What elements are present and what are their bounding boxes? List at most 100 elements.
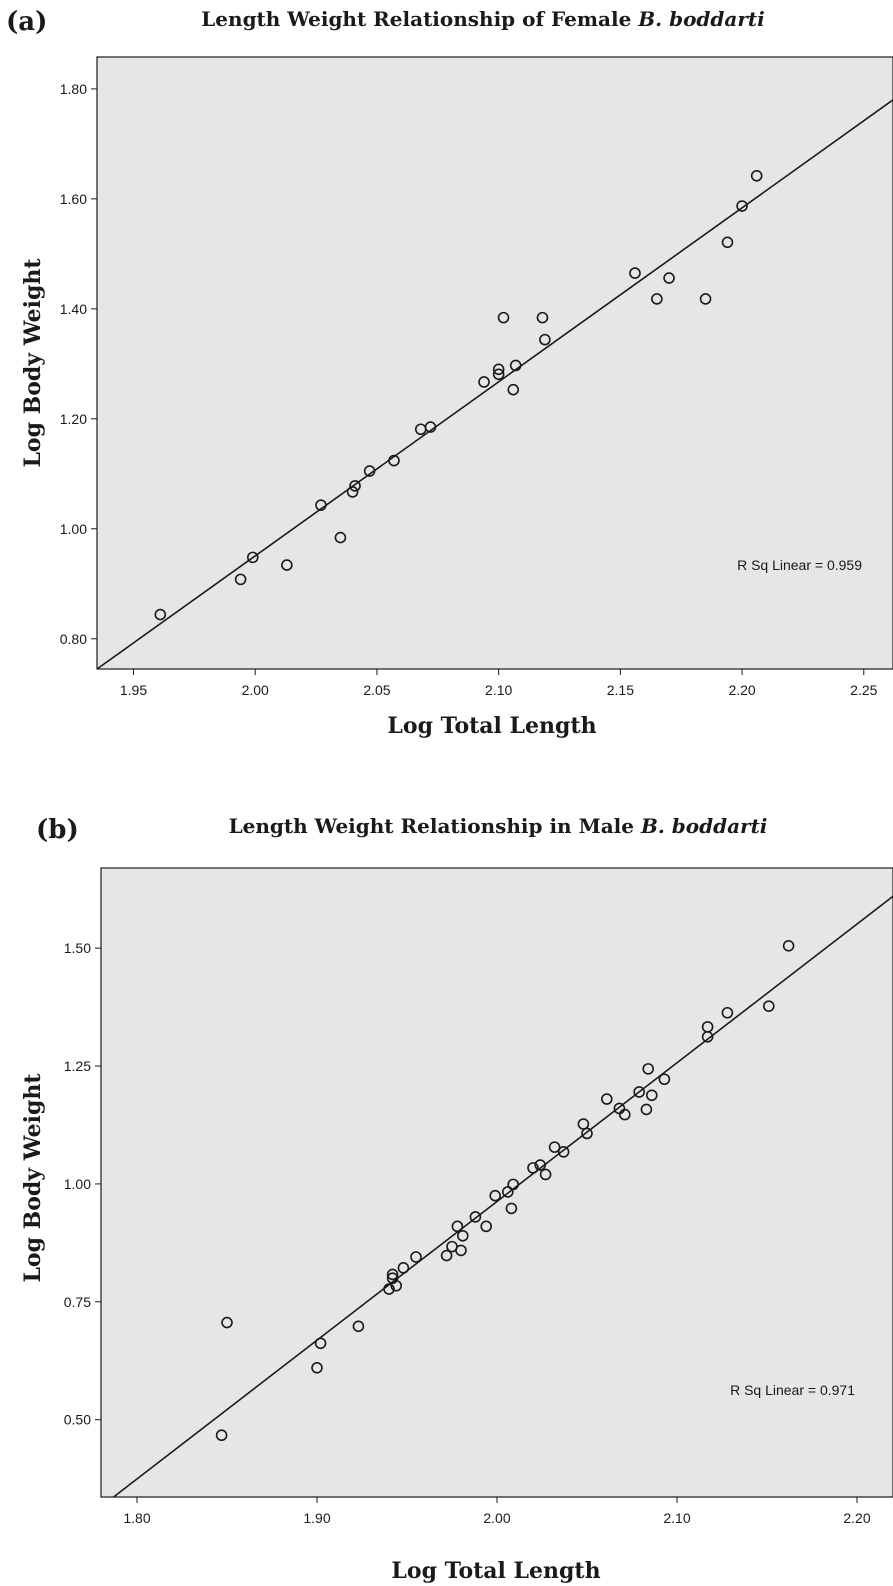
- panel-b-x-axis-label: Log Total Length: [391, 1558, 600, 1584]
- data-point: [363, 465, 376, 477]
- panel-a-letter: (a): [6, 7, 47, 37]
- x-tick-label: 2.15: [607, 682, 634, 698]
- data-point: [782, 939, 795, 952]
- data-point: [762, 1000, 775, 1012]
- x-tick-label: 1.95: [120, 682, 147, 698]
- data-point: [618, 1108, 631, 1121]
- data-point: [390, 1279, 403, 1292]
- data-point: [314, 1337, 327, 1350]
- data-point: [581, 1127, 593, 1140]
- panel-a-rsq-annotation: R Sq Linear = 0.959: [737, 557, 862, 573]
- y-tick-label: 1.50: [64, 940, 91, 956]
- data-point: [640, 1103, 653, 1116]
- x-tick-label: 2.05: [363, 682, 390, 698]
- data-point: [721, 1006, 734, 1019]
- panel-b-plot-area: [100, 867, 893, 1498]
- data-point: [645, 1089, 658, 1102]
- x-tick-label: 2.10: [663, 1510, 690, 1526]
- data-point: [352, 1320, 365, 1333]
- x-tick-label: 1.80: [123, 1510, 150, 1526]
- y-tick-label: 1.40: [60, 301, 87, 317]
- x-tick-label: 2.25: [850, 682, 877, 698]
- panel-a-x-axis-label: Log Total Length: [387, 713, 596, 739]
- x-tick-label: 2.20: [843, 1510, 870, 1526]
- data-point: [311, 1362, 323, 1374]
- panel-b-title: Length Weight Relationship in Male B. bo…: [229, 814, 768, 838]
- data-point: [388, 454, 400, 467]
- panel-b-fit-line: [113, 895, 893, 1498]
- data-point: [489, 1189, 502, 1202]
- panel-b-points: [215, 939, 795, 1442]
- data-point: [651, 293, 663, 305]
- panel-a-plot-area: [96, 56, 893, 670]
- panel-b-x-ticks: 1.80 1.90 2.00 2.10 2.20: [123, 1497, 871, 1526]
- y-tick-label: 0.75: [64, 1294, 91, 1310]
- data-point: [557, 1146, 570, 1158]
- panel-a-y-axis-label: Log Body Weight: [20, 258, 46, 468]
- data-point: [397, 1262, 410, 1274]
- data-point: [492, 363, 505, 376]
- y-tick-label: 1.60: [60, 191, 87, 207]
- data-point: [663, 272, 675, 284]
- data-point: [539, 1168, 552, 1181]
- data-point: [492, 368, 505, 381]
- data-point: [246, 551, 259, 564]
- data-point: [478, 376, 490, 388]
- panel-a-points: [154, 169, 763, 621]
- data-point: [346, 486, 359, 498]
- data-point: [221, 1316, 233, 1329]
- panel-b: (b) Length Weight Relationship in Male B…: [20, 814, 893, 1584]
- data-point: [534, 1159, 547, 1171]
- panel-b-y-ticks: 0.50 0.75 1.00 1.25 1.50: [64, 940, 101, 1428]
- data-point: [509, 359, 522, 372]
- panel-a-y-ticks: 0.80 1.00 1.20 1.40 1.60 1.80: [60, 81, 97, 647]
- data-point: [497, 311, 510, 324]
- data-point: [456, 1229, 469, 1242]
- panel-b-y-axis-label: Log Body Weight: [20, 1073, 46, 1283]
- data-point: [215, 1429, 228, 1442]
- y-tick-label: 0.50: [64, 1412, 91, 1428]
- data-point: [548, 1141, 561, 1153]
- data-point: [501, 1186, 514, 1198]
- x-tick-label: 2.20: [728, 682, 755, 698]
- panel-a-x-ticks: 1.95 2.00 2.05 2.10 2.15 2.20 2.25: [120, 669, 878, 698]
- y-tick-label: 0.80: [60, 631, 87, 647]
- data-point: [334, 531, 347, 544]
- x-tick-label: 2.00: [483, 1510, 510, 1526]
- x-tick-label: 2.00: [242, 682, 269, 698]
- data-point: [281, 559, 293, 571]
- data-point: [154, 608, 167, 621]
- data-point: [480, 1220, 493, 1233]
- data-point: [455, 1244, 467, 1257]
- x-tick-label: 1.90: [303, 1510, 330, 1526]
- data-point: [386, 1268, 399, 1281]
- y-tick-label: 1.25: [64, 1058, 91, 1074]
- data-point: [721, 236, 734, 249]
- panel-b-letter: (b): [36, 815, 79, 845]
- data-point: [507, 1178, 520, 1191]
- data-point: [658, 1073, 671, 1086]
- data-point: [600, 1093, 613, 1105]
- panel-a-fit-line: [96, 99, 893, 670]
- data-point: [536, 311, 549, 324]
- y-tick-label: 1.80: [60, 81, 87, 97]
- data-point: [505, 1202, 518, 1215]
- y-tick-label: 1.20: [60, 411, 87, 427]
- data-point: [315, 499, 327, 511]
- data-point: [383, 1283, 395, 1295]
- data-point: [527, 1162, 539, 1174]
- data-point: [440, 1249, 453, 1262]
- data-point: [642, 1063, 655, 1075]
- data-point: [451, 1220, 464, 1233]
- data-point: [701, 1021, 714, 1033]
- data-point: [234, 573, 247, 586]
- data-point: [349, 480, 361, 492]
- y-tick-label: 1.00: [64, 1176, 91, 1192]
- data-point: [507, 383, 520, 396]
- x-tick-label: 2.10: [485, 682, 512, 698]
- data-point: [469, 1211, 482, 1223]
- data-point: [539, 333, 551, 346]
- panel-a: (a) Length Weight Relationship of Female…: [6, 7, 893, 739]
- data-point: [633, 1086, 646, 1098]
